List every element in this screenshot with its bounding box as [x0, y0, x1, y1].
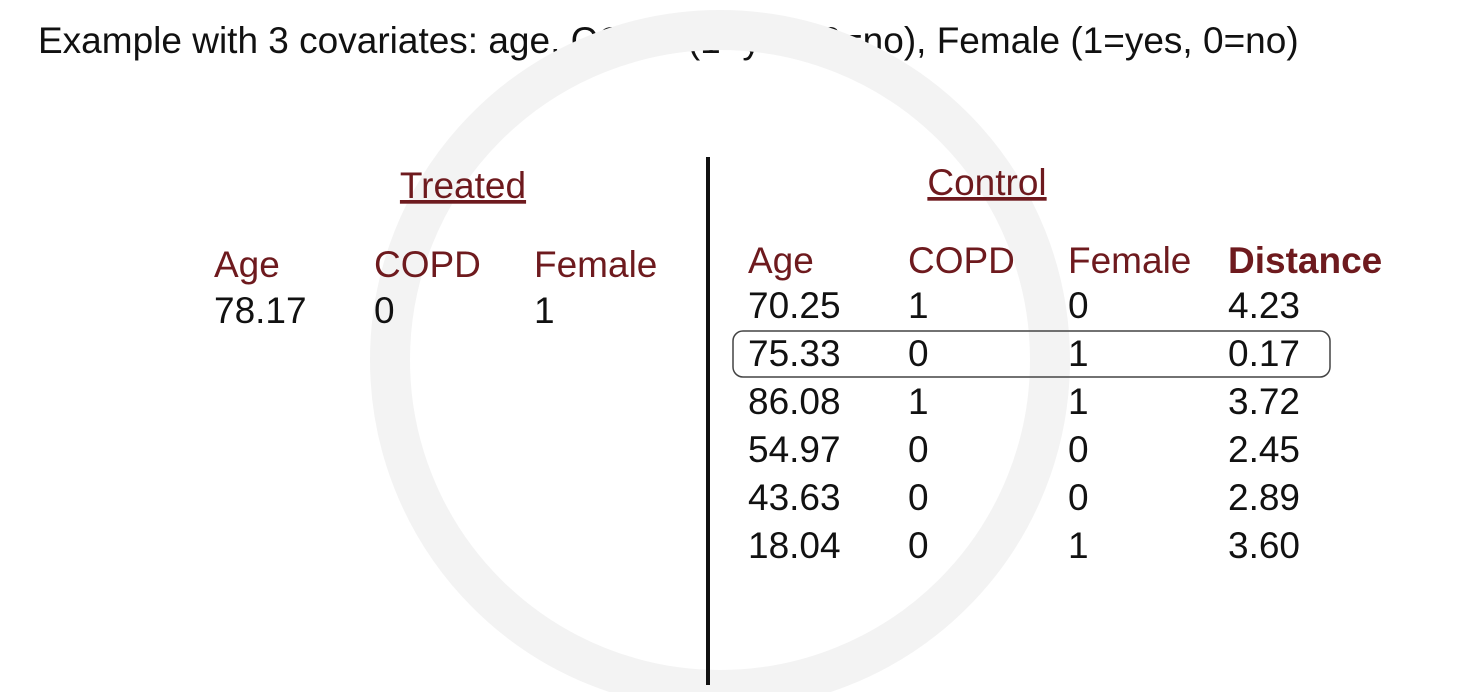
- column-header: Age: [748, 240, 814, 281]
- table-cell: 0: [1068, 429, 1089, 470]
- highlight-box: [732, 330, 1331, 378]
- table-cell: 0: [908, 477, 929, 518]
- table-cell: 4.23: [1228, 285, 1300, 326]
- table-cell: 1: [534, 290, 555, 331]
- table-cell: 18.04: [748, 525, 841, 566]
- column-header: COPD: [908, 240, 1015, 281]
- table-cell: 0: [908, 333, 929, 374]
- column-header: Female: [1068, 240, 1191, 281]
- table-cell: 0: [908, 525, 929, 566]
- column-header: Distance: [1228, 240, 1382, 281]
- table-cell: 70.25: [748, 285, 841, 326]
- section-heading: Control: [927, 162, 1046, 203]
- table-cell: 0: [374, 290, 395, 331]
- table-cell: 1: [908, 285, 929, 326]
- column-header: Female: [534, 244, 657, 285]
- section-heading: Treated: [400, 165, 526, 206]
- table-cell: 0: [1068, 477, 1089, 518]
- table-cell: 0: [1068, 285, 1089, 326]
- table-cell: 2.45: [1228, 429, 1300, 470]
- table-cell: 86.08: [748, 381, 841, 422]
- table-cell: 54.97: [748, 429, 841, 470]
- table-cell: 43.63: [748, 477, 841, 518]
- table-cell: 0: [908, 429, 929, 470]
- table-cell: 1: [1068, 333, 1089, 374]
- table-cell: 1: [908, 381, 929, 422]
- table-cell: 3.72: [1228, 381, 1300, 422]
- table-cell: 1: [1068, 525, 1089, 566]
- watermark: [370, 10, 1070, 692]
- table-cell: 0.17: [1228, 333, 1300, 374]
- table-cell: 78.17: [214, 290, 307, 331]
- column-header: COPD: [374, 244, 481, 285]
- table-cell: 2.89: [1228, 477, 1300, 518]
- table-cell: 75.33: [748, 333, 841, 374]
- table-cell: 1: [1068, 381, 1089, 422]
- table-cell: 3.60: [1228, 525, 1300, 566]
- column-header: Age: [214, 244, 280, 285]
